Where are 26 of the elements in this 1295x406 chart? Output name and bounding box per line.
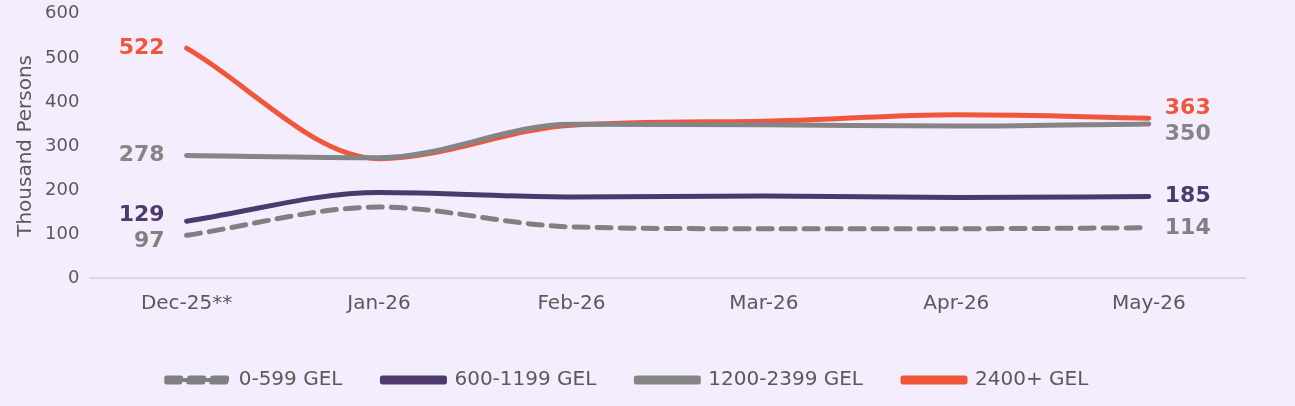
y-tick-label: 300	[45, 133, 80, 155]
data-label: 114	[1164, 213, 1211, 239]
legend-label: 1200-2399 GEL	[708, 366, 864, 391]
y-tick-label: 600	[45, 1, 80, 23]
data-label: 129	[118, 200, 165, 226]
x-tick-label: Apr-26	[923, 290, 990, 315]
data-label: 185	[1164, 182, 1211, 208]
legend-label: 600-1199 GEL	[454, 366, 598, 391]
y-tick-label: 400	[45, 89, 80, 111]
x-tick-label: Dec-25**	[140, 290, 233, 315]
x-tick-label: May-26	[1111, 290, 1186, 315]
y-axis-title: Thousand Persons	[12, 54, 37, 238]
data-label: 350	[1164, 119, 1211, 145]
data-label: 97	[133, 226, 165, 252]
data-label: 363	[1164, 93, 1211, 119]
legend-label: 0-599 GEL	[238, 366, 344, 391]
data-label: 522	[118, 33, 165, 59]
y-tick-label: 100	[45, 221, 80, 243]
y-tick-label: 0	[67, 265, 80, 287]
y-tick-label: 500	[45, 45, 80, 67]
x-tick-label: Mar-26	[729, 290, 799, 315]
data-label: 278	[118, 141, 165, 167]
legend-label: 2400+ GEL	[975, 366, 1090, 391]
y-tick-label: 200	[45, 177, 80, 199]
x-tick-label: Jan-26	[345, 290, 411, 315]
x-tick-label: Feb-26	[537, 290, 606, 315]
